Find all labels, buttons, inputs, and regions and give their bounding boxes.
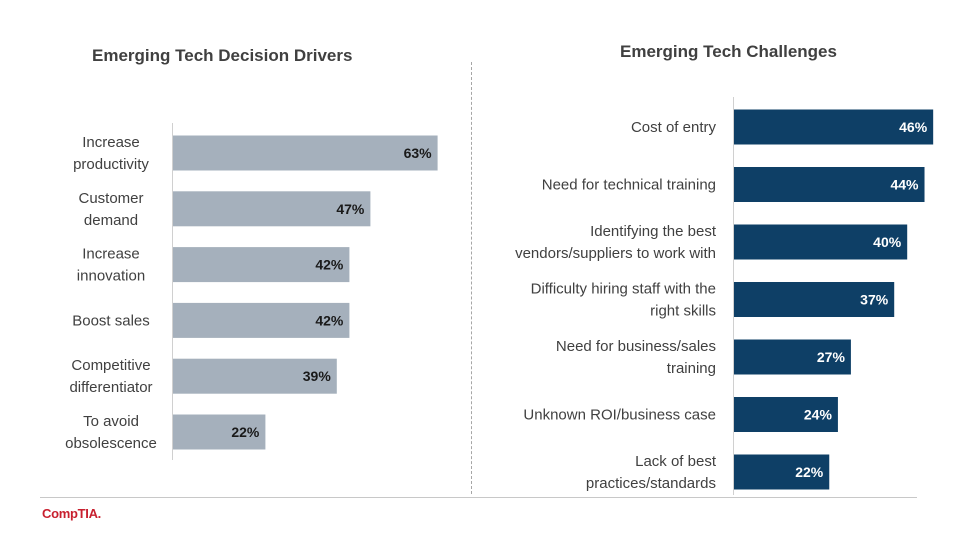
left-category-label: Boost sales: [72, 312, 150, 329]
comptia-logo: CompTIA.: [42, 506, 101, 521]
right-bar: [734, 282, 895, 317]
right-bar: [734, 109, 934, 145]
left-data-label: 22%: [231, 424, 260, 440]
left-bar-chart: 63% Increase productivity 47% Customer demand…: [65, 134, 438, 452]
right-data-label: 24%: [804, 407, 833, 423]
left-category-label: Customer demand: [78, 190, 143, 229]
left-category-label: Increase productivity: [73, 134, 149, 173]
footer-divider: [40, 497, 917, 498]
left-bar: [173, 358, 337, 394]
left-data-label: 42%: [315, 257, 344, 273]
center-divider: [471, 62, 472, 494]
right-category-label: Difficulty hiring staff with the right sk…: [531, 281, 716, 320]
right-chart-axis: [733, 97, 734, 495]
left-category-label: Increase innovation: [77, 246, 145, 285]
left-data-label: 39%: [303, 368, 332, 384]
left-bar: [173, 414, 266, 450]
right-data-label: 40%: [873, 234, 902, 250]
left-bar: [173, 135, 438, 171]
right-data-label: 22%: [795, 464, 824, 480]
right-category-label: Identifying the best vendors/suppliers to…: [515, 223, 717, 262]
right-data-label: 44%: [890, 177, 919, 193]
right-data-label: 46%: [899, 119, 928, 135]
logo-dot: .: [97, 506, 102, 521]
left-data-label: 47%: [336, 201, 365, 217]
right-bar: [734, 224, 908, 260]
right-bar-chart: 46% Cost of entry 44% Need for technical tr…: [515, 109, 934, 492]
right-category-label: Need for technical training: [542, 177, 716, 194]
right-category-label: Cost of entry: [631, 119, 717, 136]
right-data-label: 37%: [860, 292, 889, 308]
right-category-label: Need for business/sales training: [556, 338, 716, 377]
logo-text: CompTIA: [42, 506, 98, 521]
right-bar: [734, 339, 851, 375]
right-bar: [734, 167, 925, 202]
right-bar: [734, 454, 830, 490]
left-category-label: Competitive differentiator: [69, 357, 152, 396]
left-bar: [173, 302, 350, 338]
left-chart-axis: [172, 123, 173, 460]
left-category-label: To avoid obsolescence: [65, 413, 157, 452]
right-category-label: Unknown ROI/business case: [523, 407, 716, 424]
right-bar: [734, 397, 838, 432]
left-chart-title: Emerging Tech Decision Drivers: [92, 46, 353, 65]
left-data-label: 42%: [315, 312, 344, 328]
left-bar: [173, 191, 371, 227]
right-chart-title: Emerging Tech Challenges: [620, 42, 837, 61]
right-data-label: 27%: [817, 349, 846, 365]
right-category-label: Lack of best practices/standards: [586, 453, 717, 492]
left-data-label: 63%: [404, 145, 433, 161]
left-bar: [173, 247, 350, 283]
